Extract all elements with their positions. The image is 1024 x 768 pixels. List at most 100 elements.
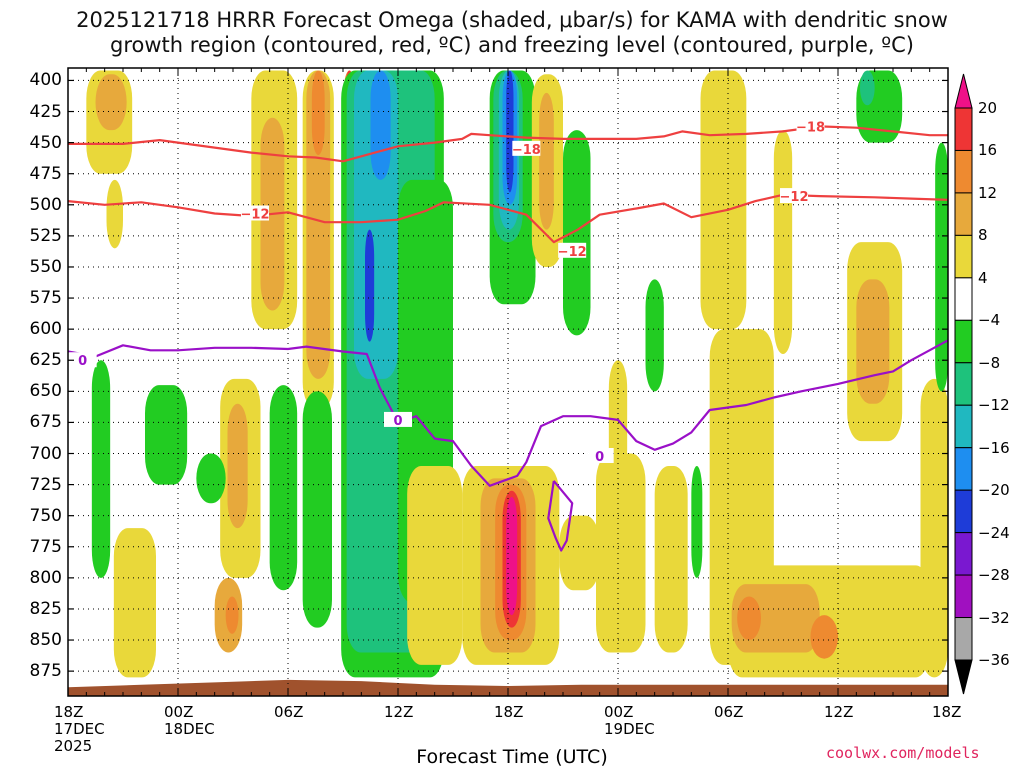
omega-region	[306, 70, 331, 379]
omega-region	[91, 360, 111, 578]
y-tick-label: 750	[29, 505, 62, 526]
contour-label: −12	[241, 207, 270, 222]
colorbar-bin	[954, 277, 973, 321]
omega-region	[506, 70, 514, 193]
contour-label: −12	[558, 245, 587, 260]
colorbar-bin	[954, 234, 973, 279]
y-tick-label: 725	[29, 474, 62, 495]
contour-label-bg	[512, 140, 541, 156]
y-tick-label: 775	[29, 536, 62, 557]
y-tick-label: 800	[29, 567, 62, 588]
colorbar-bin	[954, 617, 973, 661]
x-tick-label-line3: 2025	[54, 737, 93, 755]
x-tick-label-line2: 19DEC	[604, 720, 655, 738]
chart-title-line-1: 2025121718 HRRR Forecast Omega (shaded, …	[76, 8, 948, 32]
omega-region	[302, 391, 332, 628]
colorbar-label: −16	[978, 438, 1010, 457]
contour-label: 0	[393, 414, 402, 429]
omega-region	[225, 596, 239, 634]
omega-region	[506, 497, 518, 616]
x-tick-label-line2: 17DEC	[54, 720, 105, 738]
colorbar-label: −28	[978, 566, 1010, 585]
site-credit[interactable]: coolwx.com/models	[826, 744, 980, 762]
colorbar-top-cap	[954, 73, 973, 109]
omega-region	[196, 453, 226, 504]
x-tick-label: 00Z 18DEC	[164, 704, 215, 738]
y-tick-label: 425	[29, 101, 62, 122]
y-tick-label: 500	[29, 194, 62, 215]
x-axis-label: Forecast Time (UTC)	[416, 746, 608, 768]
colorbar-label: −8	[978, 353, 1001, 372]
colorbar-bin	[954, 532, 973, 576]
y-tick-label: 550	[29, 256, 62, 277]
y-tick-label: 525	[29, 225, 62, 246]
colorbar-bin	[954, 192, 973, 236]
omega-region	[691, 465, 703, 578]
contour-label: −18	[796, 120, 825, 135]
contour-label: 0	[595, 450, 604, 465]
x-tick-label-line1: 06Z	[714, 703, 744, 721]
x-tick-label-line1: 18Z	[54, 703, 84, 721]
omega-region	[311, 70, 325, 156]
x-tick-label: 18Z	[494, 704, 523, 721]
y-tick-label: 825	[29, 598, 62, 619]
omega-region	[700, 70, 747, 330]
y-tick-label: 675	[29, 412, 62, 433]
contour-label: 0	[78, 354, 87, 369]
omega-region	[563, 130, 591, 336]
omega-region	[856, 279, 890, 404]
colorbar-bottom-cap	[954, 659, 973, 695]
contour-label-bg	[241, 205, 269, 221]
colorbar-bin	[954, 574, 973, 619]
x-tick-label-line1: 00Z	[604, 703, 634, 721]
omega-region	[810, 615, 838, 659]
contour-label-bg	[796, 118, 825, 134]
x-tick-label: 06Z	[274, 704, 303, 721]
y-tick-label: 600	[29, 319, 62, 340]
omega-region	[145, 385, 188, 485]
omega-region	[269, 385, 298, 591]
colorbar-label: −20	[978, 481, 1010, 500]
x-tick-label-line1: 00Z	[164, 703, 194, 721]
x-tick-label-line1: 12Z	[824, 703, 854, 721]
omega-region	[860, 70, 875, 106]
colorbar-label: −24	[978, 523, 1010, 542]
omega-region	[920, 378, 948, 678]
contour-label-bg	[68, 352, 97, 368]
y-tick-label: 625	[29, 350, 62, 371]
colorbar-bin	[954, 107, 973, 151]
omega-region	[645, 279, 664, 392]
x-tick-label: 12Z	[824, 704, 853, 721]
y-tick-label: 475	[29, 163, 62, 184]
omega-region	[596, 453, 646, 653]
contour-label: −12	[780, 190, 809, 205]
omega-region	[559, 515, 600, 591]
x-tick-label-line1: 18Z	[494, 703, 524, 721]
omega-region	[654, 465, 688, 653]
contour-label-bg	[384, 411, 412, 427]
contour--12	[67, 193, 949, 244]
y-tick-label: 650	[29, 381, 62, 402]
colorbar-label: −36	[978, 651, 1010, 669]
omega-region	[365, 229, 375, 342]
colorbar-bin	[954, 447, 973, 491]
omega-region	[113, 528, 156, 678]
omega-region	[737, 596, 761, 641]
omega-region	[370, 70, 391, 180]
colorbar-bin	[954, 489, 973, 534]
x-tick-label-line2: 18DEC	[164, 720, 215, 738]
x-tick-label-line1: 06Z	[274, 703, 304, 721]
y-tick-label: 850	[29, 630, 62, 651]
omega-region	[539, 92, 554, 230]
colorbar-bin	[954, 319, 973, 364]
omega-region	[95, 74, 127, 131]
omega-region	[227, 403, 248, 529]
x-tick-label: 12Z	[384, 704, 413, 721]
contour-label: −18	[512, 143, 541, 158]
colorbar-bin	[954, 362, 973, 406]
x-tick-label: 06Z	[714, 704, 743, 721]
colorbar-label: 4	[978, 268, 988, 287]
omega-region	[773, 130, 793, 355]
